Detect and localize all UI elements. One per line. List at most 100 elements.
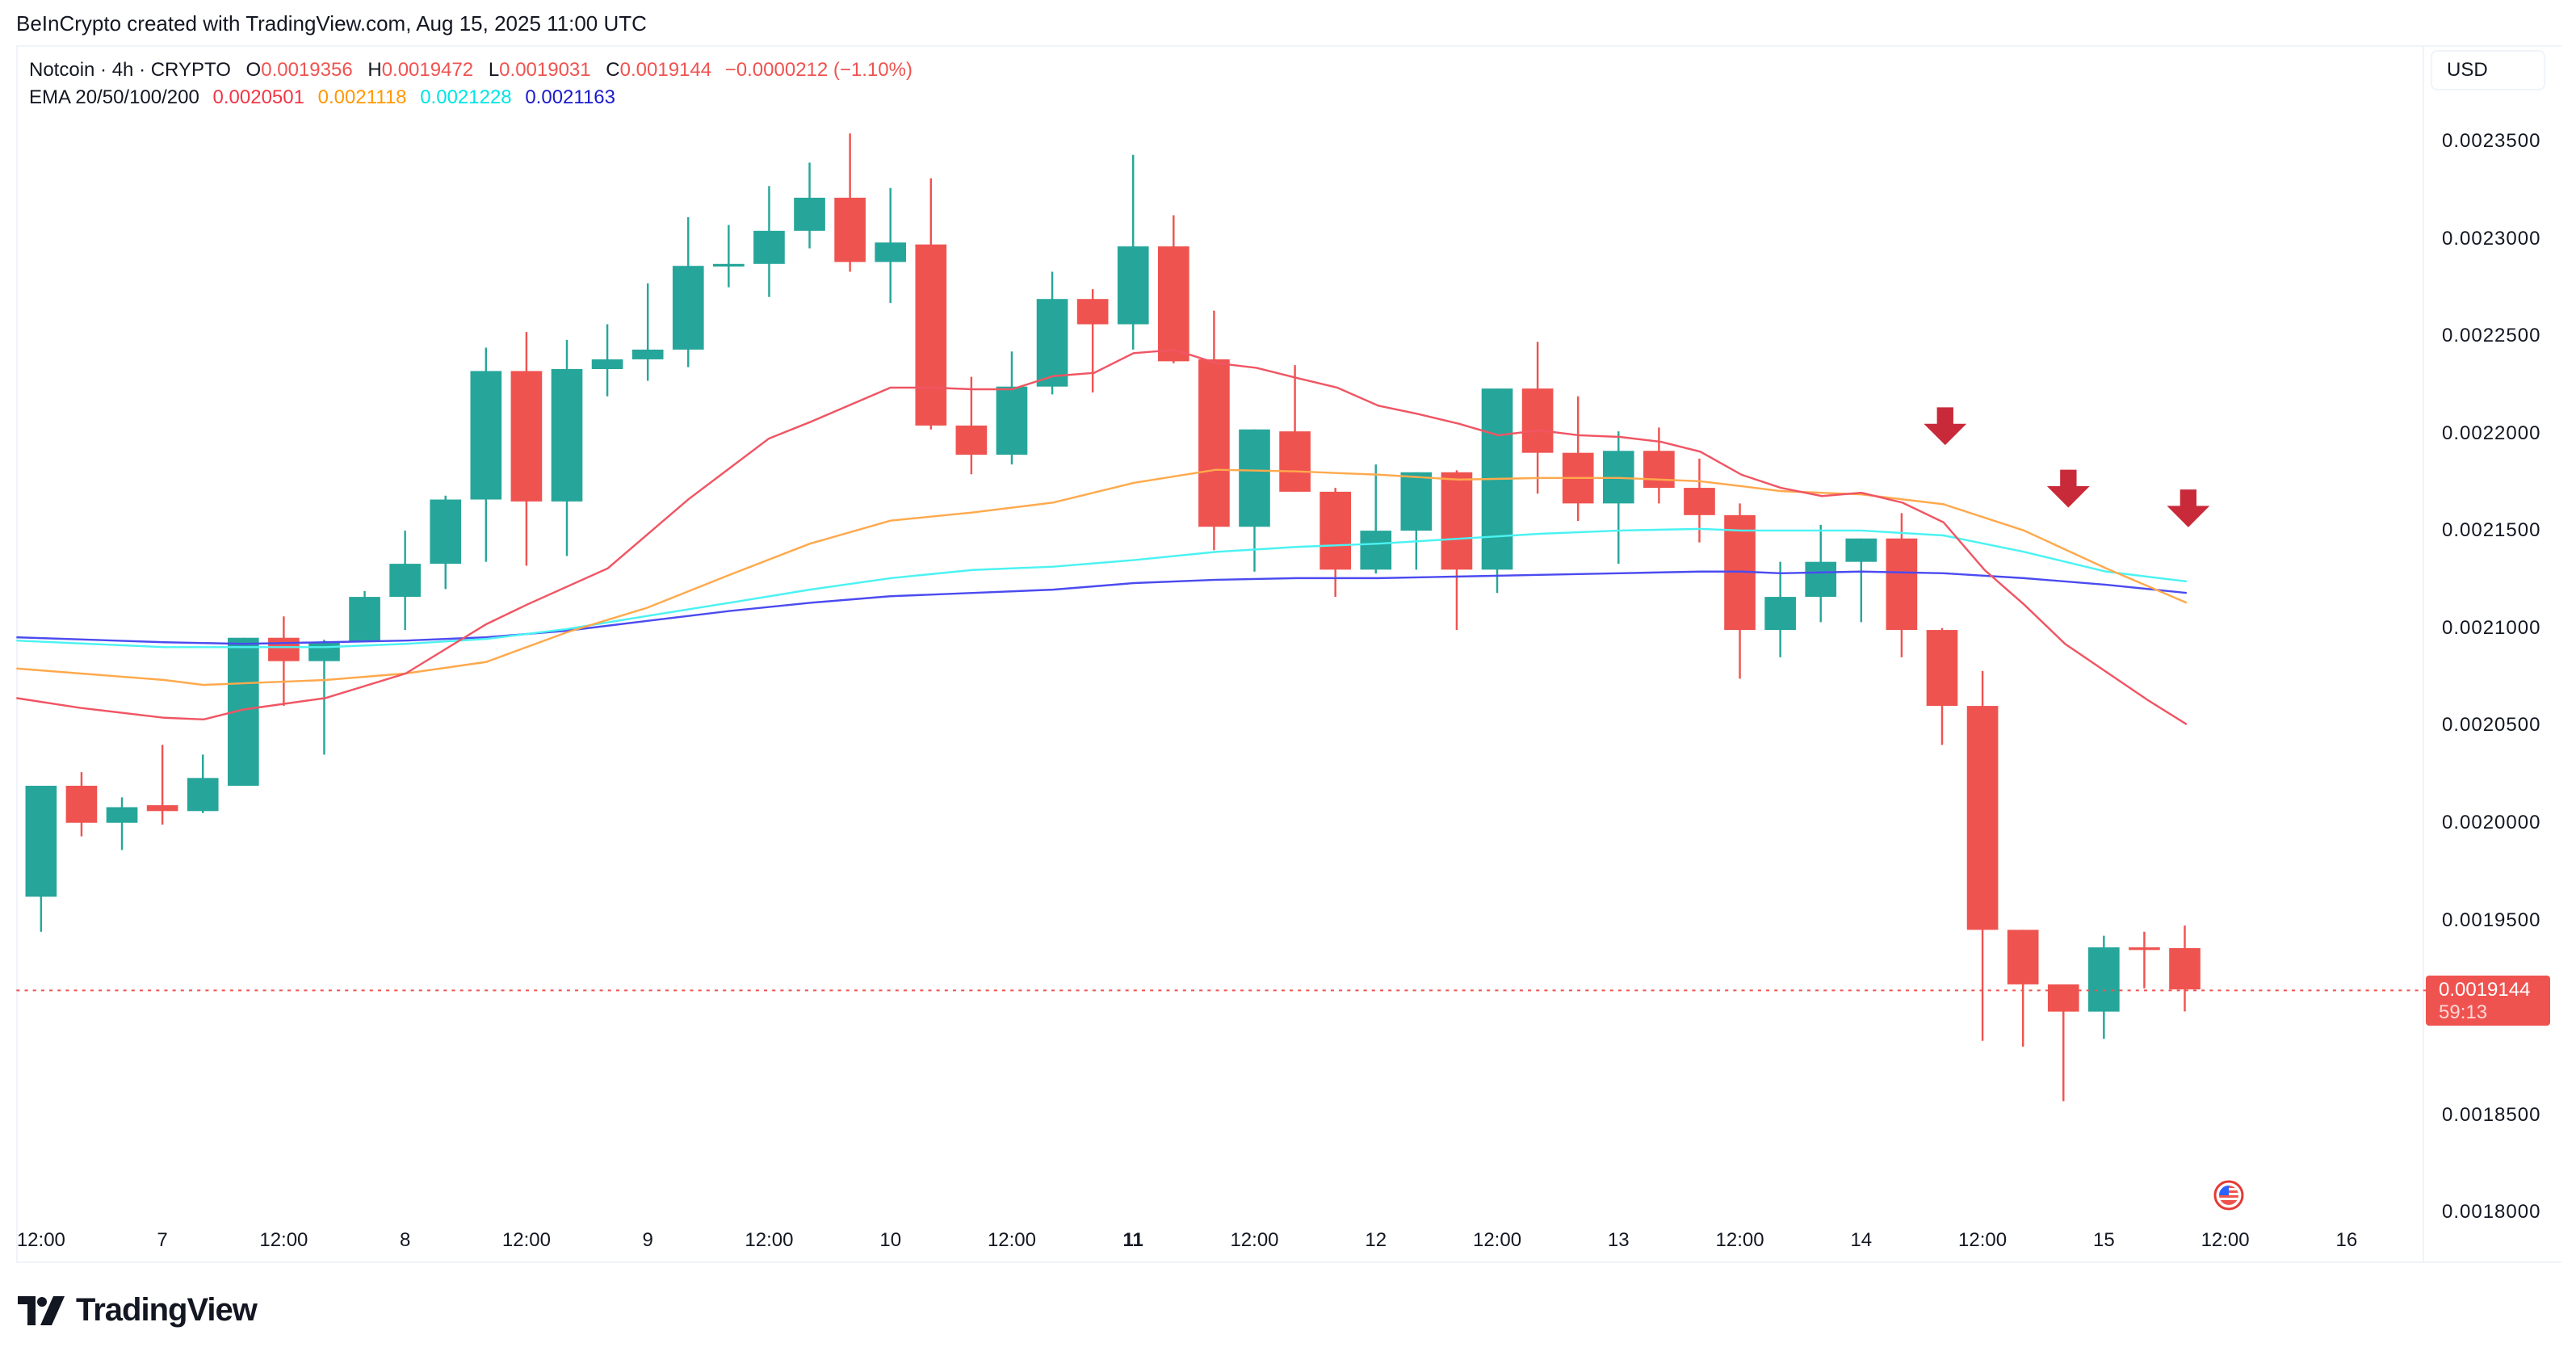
time-axis-label: 13 [1607, 1229, 1630, 1251]
ohlc-legend-row: Notcoin · 4h · CRYPTO O0.0019356 H0.0019… [29, 57, 913, 84]
ema-indicator-title[interactable]: EMA 20/50/100/200 [29, 86, 199, 108]
low-label: L [488, 59, 500, 81]
low-value: 0.0019031 [499, 59, 591, 81]
price-axis-label: 0.0022500 [2442, 325, 2541, 347]
annotation-arrows [1924, 407, 2210, 527]
bearish-candle [146, 805, 178, 812]
bullish-candle [1400, 472, 1433, 531]
bullish-candle [996, 386, 1028, 455]
bullish-candle [470, 371, 502, 500]
price-axis-label: 0.0019500 [2442, 909, 2541, 931]
tradingview-logo[interactable]: TradingView [18, 1292, 258, 1329]
bullish-candle [349, 597, 380, 642]
bearish-candle [1643, 451, 1675, 489]
bearish-candle [1279, 431, 1311, 492]
time-axis-label: 12 [1365, 1229, 1387, 1251]
close-value: 0.0019144 [619, 59, 712, 81]
price-axis-label: 0.0020500 [2442, 714, 2541, 737]
last-price-value: 0.0019144 [2439, 979, 2531, 1001]
ema20-line [16, 348, 2188, 725]
bullish-candle [1764, 597, 1796, 631]
price-axis-label: 0.0021500 [2442, 519, 2541, 542]
high-label: H [367, 59, 382, 81]
ema20-value: 0.0020501 [212, 86, 304, 108]
us-flag-event-icon[interactable] [2213, 1179, 2245, 1211]
high-value: 0.0019472 [381, 59, 474, 81]
time-axis-label: 15 [2092, 1229, 2115, 1251]
bearish-candle [1198, 359, 1230, 527]
ema200-line [16, 570, 2187, 645]
candles-group [25, 133, 2201, 1102]
down-arrow-icon [1924, 407, 1967, 446]
ema100-value: 0.0021228 [420, 86, 512, 108]
bullish-candle [187, 778, 219, 812]
ema50-value: 0.0021118 [317, 86, 407, 108]
open-value: 0.0019356 [261, 59, 353, 81]
open-label: O [245, 59, 262, 81]
price-axis-label: 0.0023500 [2442, 129, 2541, 152]
change-value: −0.0000212 (−1.10%) [724, 59, 913, 81]
time-axis-label: 9 [642, 1229, 653, 1251]
bearish-candle [1886, 538, 1918, 631]
time-axis-label: 12:00 [987, 1229, 1036, 1251]
down-arrow-icon [2167, 489, 2210, 527]
bearish-candle [955, 425, 988, 455]
bullish-candle [1117, 246, 1149, 325]
price-axis-label: 0.0023000 [2442, 227, 2541, 250]
price-axis-label: 0.0018500 [2442, 1103, 2541, 1126]
price-axis-label: 0.0018000 [2442, 1201, 2541, 1224]
tradingview-logo-icon [18, 1295, 65, 1325]
time-axis-label: 12:00 [2201, 1229, 2250, 1251]
bullish-candle [672, 266, 704, 350]
tradingview-brand-text: TradingView [76, 1292, 258, 1328]
bearish-candle [1076, 299, 1109, 325]
bullish-candle [1239, 429, 1270, 527]
currency-button[interactable]: USD [2431, 50, 2545, 90]
price-axis-label: 0.0020000 [2442, 812, 2541, 834]
bearish-candle [1966, 706, 1999, 930]
bearish-candle [2129, 947, 2160, 951]
ema100-line [16, 527, 2187, 649]
time-axis-label: 12:00 [1715, 1229, 1764, 1251]
time-axis-label: 12:00 [1472, 1229, 1522, 1251]
bearish-candle [2169, 948, 2201, 990]
time-axis-label: 12:00 [501, 1229, 551, 1251]
close-label: C [606, 59, 620, 81]
bearish-candle [1926, 630, 1958, 707]
bearish-candle [2007, 930, 2039, 984]
chart-legend: Notcoin · 4h · CRYPTO O0.0019356 H0.0019… [29, 57, 913, 111]
bullish-candle [591, 359, 623, 369]
bearish-candle [1157, 246, 1189, 362]
bullish-candle [1805, 561, 1837, 598]
bearish-candle [1521, 388, 1554, 453]
bullish-candle [106, 807, 138, 823]
time-axis-label: 12:00 [16, 1229, 65, 1251]
bearish-candle [2047, 984, 2079, 1012]
bullish-candle [1360, 531, 1392, 570]
bearish-candle [834, 197, 866, 262]
time-axis-label: 12:00 [745, 1229, 794, 1251]
bullish-candle [389, 564, 421, 598]
chart-attribution: BeInCrypto created with TradingView.com,… [16, 11, 647, 36]
time-axis-label: 10 [879, 1229, 902, 1251]
bullish-candle [1036, 299, 1068, 387]
bearish-candle [1684, 488, 1715, 515]
bar-countdown: 59:13 [2439, 1001, 2488, 1023]
bearish-candle [65, 785, 98, 823]
time-axis-label: 16 [2335, 1229, 2358, 1251]
price-axis-label: 0.0021000 [2442, 616, 2541, 639]
time-axis-label: 11 [1122, 1229, 1143, 1251]
ema-lines-group [16, 348, 2188, 725]
bullish-candle [25, 785, 57, 897]
bullish-candle [631, 349, 664, 359]
bullish-candle [551, 368, 583, 502]
bullish-candle [794, 197, 825, 231]
price-axis-label: 0.0022000 [2442, 422, 2541, 444]
symbol-title[interactable]: Notcoin · 4h · CRYPTO [29, 59, 231, 81]
down-arrow-icon [2046, 469, 2090, 508]
time-axis-label: 12:00 [1958, 1229, 2008, 1251]
bearish-candle [268, 637, 300, 661]
time-axis-label: 7 [157, 1229, 168, 1251]
bullish-candle [2088, 947, 2120, 1012]
